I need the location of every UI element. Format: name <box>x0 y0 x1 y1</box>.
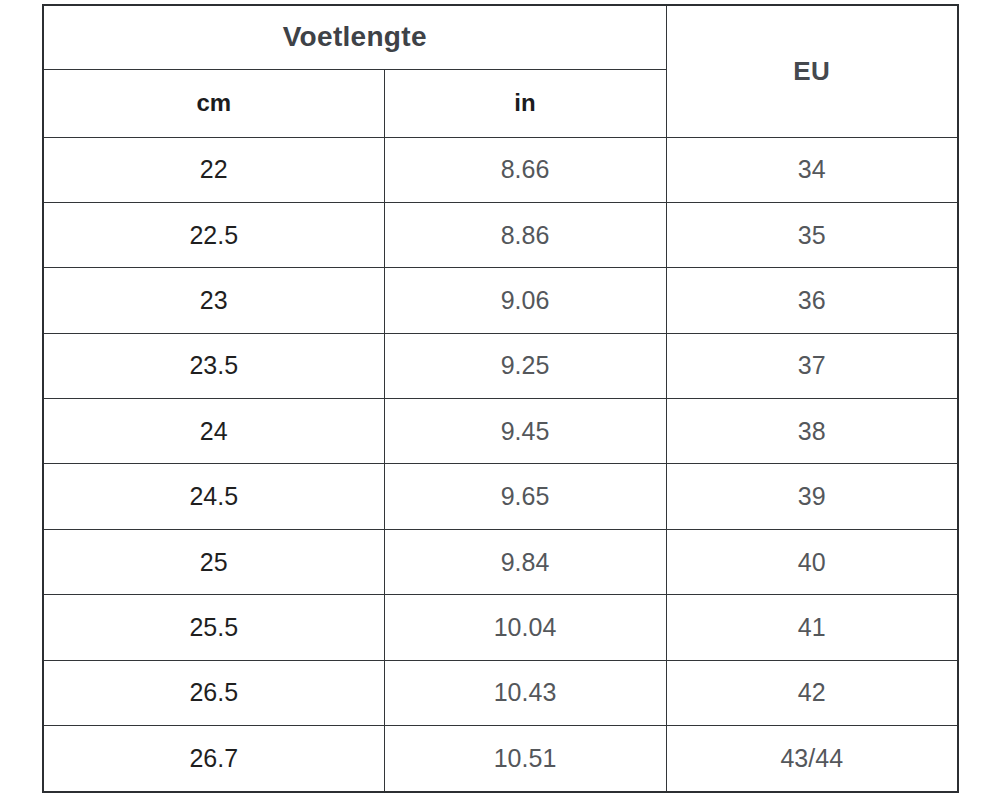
cell-cm-value: 25.5 <box>43 595 384 660</box>
cell-cm-value: 23 <box>43 268 384 333</box>
cell-eu-value: 38 <box>666 399 958 464</box>
table-row: 25 9.84 40 <box>43 529 958 594</box>
cell-eu-value: 37 <box>666 333 958 398</box>
cell-in-value: 8.66 <box>384 137 666 202</box>
cell-cm-value: 22.5 <box>43 202 384 267</box>
table-row: 24 9.45 38 <box>43 399 958 464</box>
table-row: 23 9.06 36 <box>43 268 958 333</box>
cell-cm-value: 26.7 <box>43 726 384 792</box>
table-row: 23.5 9.25 37 <box>43 333 958 398</box>
cell-in-value: 9.25 <box>384 333 666 398</box>
header-row-group: Voetlengte EU <box>43 5 958 69</box>
cell-in-value: 9.84 <box>384 529 666 594</box>
cell-eu-value: 41 <box>666 595 958 660</box>
table-row: 24.5 9.65 39 <box>43 464 958 529</box>
column-header-voetlengte: Voetlengte <box>43 5 666 69</box>
cell-in-value: 10.04 <box>384 595 666 660</box>
cell-in-value: 10.43 <box>384 660 666 725</box>
cell-eu-value: 39 <box>666 464 958 529</box>
cell-eu-value: 36 <box>666 268 958 333</box>
cell-eu-value: 43/44 <box>666 726 958 792</box>
cell-cm-value: 24.5 <box>43 464 384 529</box>
cell-in-value: 10.51 <box>384 726 666 792</box>
cell-cm-value: 22 <box>43 137 384 202</box>
cell-cm-value: 24 <box>43 399 384 464</box>
shoe-size-table: Voetlengte EU cm in 22 8.66 34 22.5 8.86… <box>42 4 959 793</box>
cell-cm-value: 26.5 <box>43 660 384 725</box>
cell-in-value: 9.65 <box>384 464 666 529</box>
cell-in-value: 9.45 <box>384 399 666 464</box>
column-header-eu: EU <box>666 5 958 137</box>
table-row: 22.5 8.86 35 <box>43 202 958 267</box>
cell-eu-value: 40 <box>666 529 958 594</box>
cell-in-value: 8.86 <box>384 202 666 267</box>
table-row: 26.5 10.43 42 <box>43 660 958 725</box>
table-body: 22 8.66 34 22.5 8.86 35 23 9.06 36 23.5 … <box>43 137 958 792</box>
cell-eu-value: 34 <box>666 137 958 202</box>
cell-cm-value: 23.5 <box>43 333 384 398</box>
table-row: 25.5 10.04 41 <box>43 595 958 660</box>
cell-in-value: 9.06 <box>384 268 666 333</box>
table-row: 26.7 10.51 43/44 <box>43 726 958 792</box>
cell-cm-value: 25 <box>43 529 384 594</box>
column-header-cm: cm <box>43 69 384 137</box>
column-header-in: in <box>384 69 666 137</box>
cell-eu-value: 42 <box>666 660 958 725</box>
cell-eu-value: 35 <box>666 202 958 267</box>
table-row: 22 8.66 34 <box>43 137 958 202</box>
